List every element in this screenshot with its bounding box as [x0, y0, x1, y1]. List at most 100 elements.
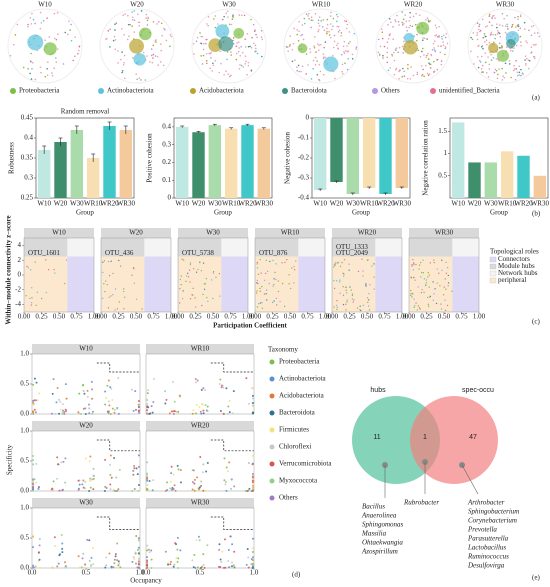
- network-outline: [467, 8, 543, 84]
- network-node: [328, 30, 330, 33]
- x-axis-label: Group: [76, 209, 94, 217]
- network-node: [250, 18, 252, 21]
- otu-point: [146, 478, 149, 481]
- region: [375, 238, 402, 257]
- facet-strip: [146, 421, 254, 431]
- legend-swatch: [190, 88, 196, 94]
- region: [452, 238, 479, 257]
- node-point: [420, 292, 423, 294]
- network-node: [395, 47, 398, 49]
- network-node: [237, 50, 240, 53]
- node-point: [112, 294, 114, 296]
- network-node: [149, 61, 151, 63]
- network-node: [109, 46, 111, 48]
- otu-point: [137, 566, 140, 569]
- network-node: [136, 78, 138, 81]
- network-node: [444, 36, 447, 39]
- network-node: [241, 51, 244, 54]
- network-node: [121, 70, 124, 72]
- panel-label: (a): [532, 94, 540, 102]
- otu-point: [198, 486, 201, 489]
- node-point: [107, 307, 110, 309]
- otu-point: [77, 555, 80, 558]
- x-tick-label: 1.00: [88, 313, 101, 321]
- otu-point: [53, 536, 56, 539]
- node-point: [30, 302, 33, 304]
- node-point: [133, 267, 135, 270]
- network-node: [343, 19, 346, 22]
- network-node: [289, 44, 291, 46]
- otu-point: [177, 468, 180, 471]
- otu-point: [146, 402, 149, 405]
- node-point: [108, 296, 110, 298]
- node-point: [440, 308, 443, 310]
- otu-point: [64, 383, 67, 386]
- network-node: [501, 25, 504, 27]
- network-node: [169, 45, 171, 48]
- network-node: [317, 22, 320, 25]
- node-point: [218, 273, 221, 275]
- network-node: [145, 13, 148, 16]
- node-point: [451, 290, 453, 292]
- network-node: [497, 73, 499, 76]
- node-point: [284, 305, 286, 307]
- bar: [175, 126, 189, 198]
- network-node: [479, 30, 481, 33]
- otu-point: [169, 480, 172, 483]
- otu-point: [206, 410, 209, 413]
- otu-point: [218, 543, 221, 546]
- bar: [37, 150, 51, 198]
- otu-point: [176, 548, 179, 551]
- y-tick-label: -0.3: [298, 174, 310, 182]
- otu-point: [202, 553, 205, 556]
- otu-point: [137, 557, 140, 560]
- otu-point: [228, 461, 231, 464]
- network-node: [298, 30, 300, 33]
- otu-point: [206, 544, 209, 547]
- facet-title: WR20: [358, 229, 377, 237]
- x-tick-label: W10: [175, 200, 189, 208]
- network-node: [155, 39, 157, 41]
- node-point: [256, 290, 258, 292]
- otu-point: [152, 377, 155, 380]
- genus: Azospirillum: [361, 548, 398, 556]
- node-point: [429, 296, 431, 298]
- otu-point: [174, 489, 177, 492]
- otu-point: [191, 481, 194, 484]
- otu-point: [228, 411, 231, 414]
- x-tick-label: W10: [313, 200, 327, 208]
- facet-strip: [409, 228, 479, 238]
- network-module: [215, 24, 230, 39]
- network-node: [115, 22, 118, 25]
- network-node: [513, 68, 516, 70]
- genus: Parasutterella: [467, 535, 509, 543]
- otu-point: [137, 539, 140, 542]
- node-point: [256, 267, 259, 269]
- y-tick-label: 0.0: [20, 410, 29, 418]
- otu-point: [176, 536, 179, 539]
- network-node: [397, 51, 399, 54]
- network-node: [34, 78, 37, 81]
- network-node: [441, 38, 443, 40]
- node-point: [410, 294, 412, 297]
- otu-point: [137, 537, 140, 540]
- otu-point: [79, 412, 82, 415]
- network-node: [142, 51, 145, 54]
- network-node: [244, 46, 247, 48]
- network-node: [427, 52, 429, 55]
- node-point: [181, 258, 183, 260]
- network-node: [421, 65, 423, 67]
- network-node: [393, 51, 395, 54]
- otu-point: [56, 477, 59, 480]
- network-node: [487, 76, 490, 78]
- node-point: [415, 302, 417, 304]
- facet-strip: [24, 228, 94, 238]
- network-node: [398, 24, 400, 26]
- otu-point: [173, 484, 176, 487]
- otu-point: [64, 566, 67, 569]
- legend-swatch: [489, 270, 497, 277]
- network-node: [296, 69, 299, 72]
- network-node: [343, 50, 345, 53]
- legend-label: Acidobacteriota: [199, 87, 245, 95]
- network-node: [202, 48, 205, 51]
